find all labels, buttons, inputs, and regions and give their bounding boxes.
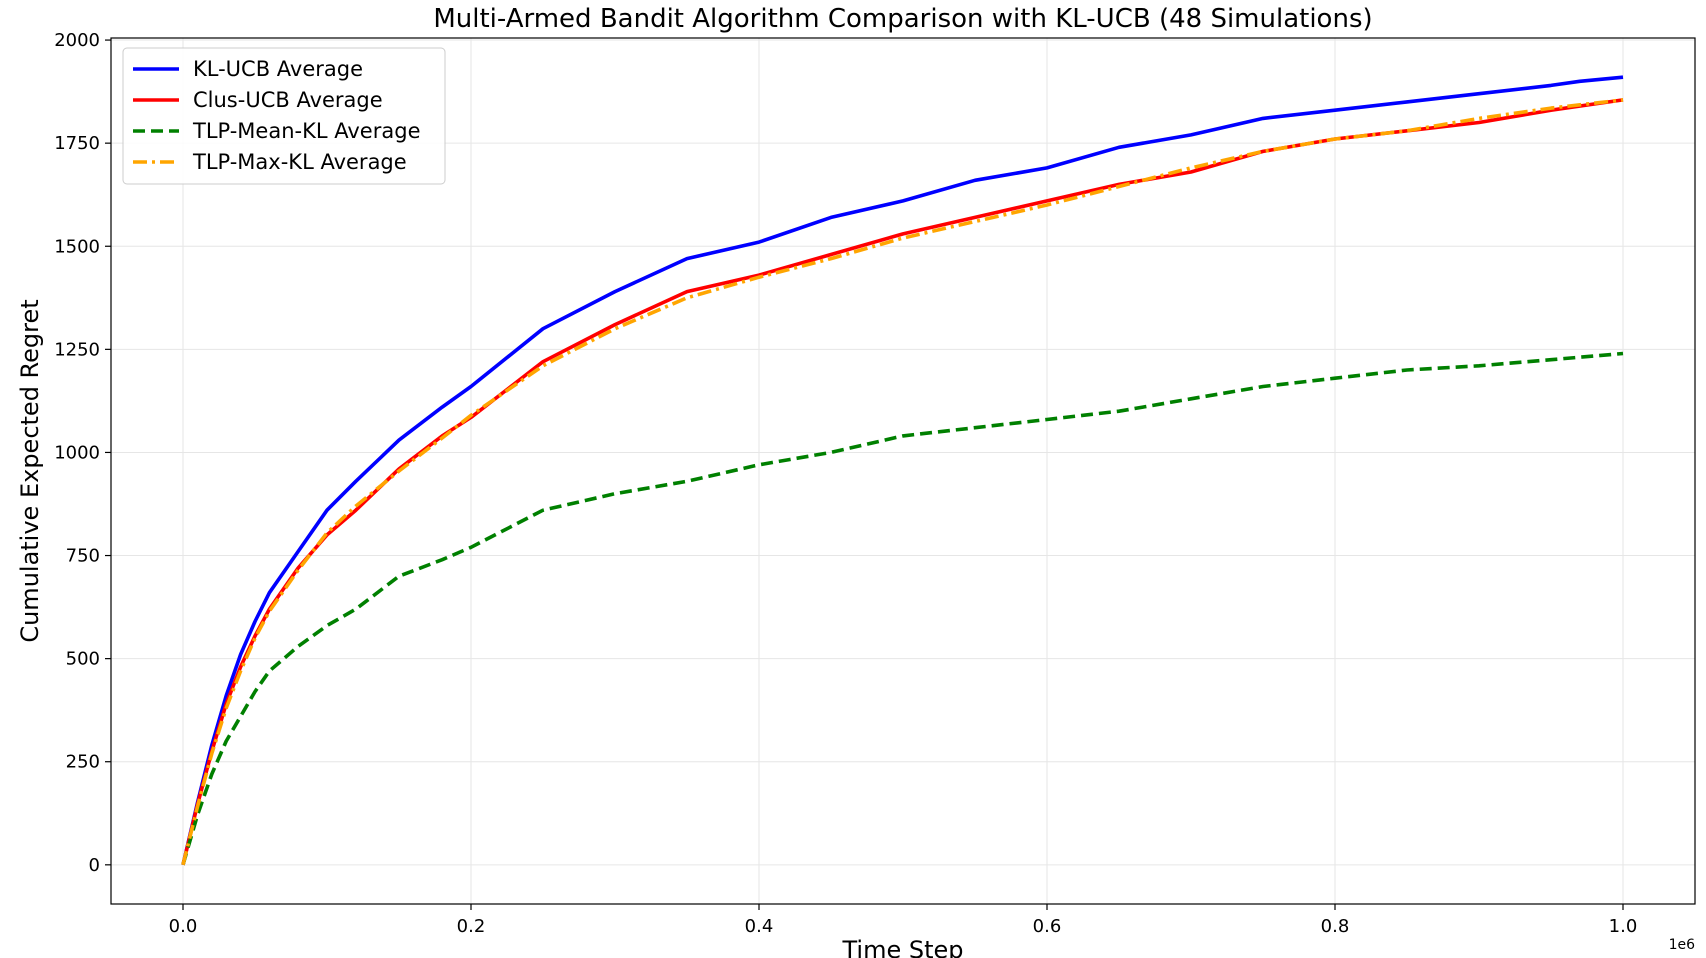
series-line-1 [181,75,1624,866]
legend[interactable]: KL-UCB Average Clus-UCB Average TLP-Mean-K… [122,47,446,185]
legend-label-1: KL-UCB Average [193,57,363,81]
legend-label-3: TLP-Mean-KL Average [192,119,420,143]
x-tick-label: 0.2 [457,916,486,937]
grid [111,38,1695,904]
x-axis-label: Time Step [841,936,963,958]
x-tick-label: 0.4 [745,916,774,937]
y-tick-label: 2000 [54,30,100,51]
y-tick-label: 1500 [54,236,100,257]
plot-frame [110,37,1696,905]
chart-title: Multi-Armed Bandit Algorithm Comparison … [433,4,1372,34]
legend-label-2: Clus-UCB Average [193,88,383,112]
y-tick-label: 250 [66,752,100,773]
y-tick-label: 1750 [54,133,100,154]
y-tick-label: 500 [66,649,100,670]
x-tick-label: 0.0 [169,916,198,937]
x-tick-label: 0.8 [1321,916,1350,937]
y-axis-label: Cumulative Expected Regret [16,299,44,642]
x-tick-label: 0.6 [1033,916,1062,937]
series-line-4 [181,98,1624,866]
legend-box [122,47,446,185]
y-tick-label: 1250 [54,339,100,360]
y-tick-label: 0 [89,855,100,876]
y-tick-label: 750 [66,546,100,567]
series-lines [181,75,1624,866]
series-line-2 [181,98,1624,866]
series-line-3 [181,351,1624,866]
axis-ticks: 0.0 0.2 0.4 0.6 0.8 1.0 0 250 500 750 1000 1250 1500… [54,30,1637,937]
x-axis-offset-label: 1e6 [1669,937,1696,953]
legend-label-4: TLP-Max-KL Average [192,150,407,174]
x-tick-label: 1.0 [1609,916,1638,937]
y-tick-label: 1000 [54,442,100,463]
